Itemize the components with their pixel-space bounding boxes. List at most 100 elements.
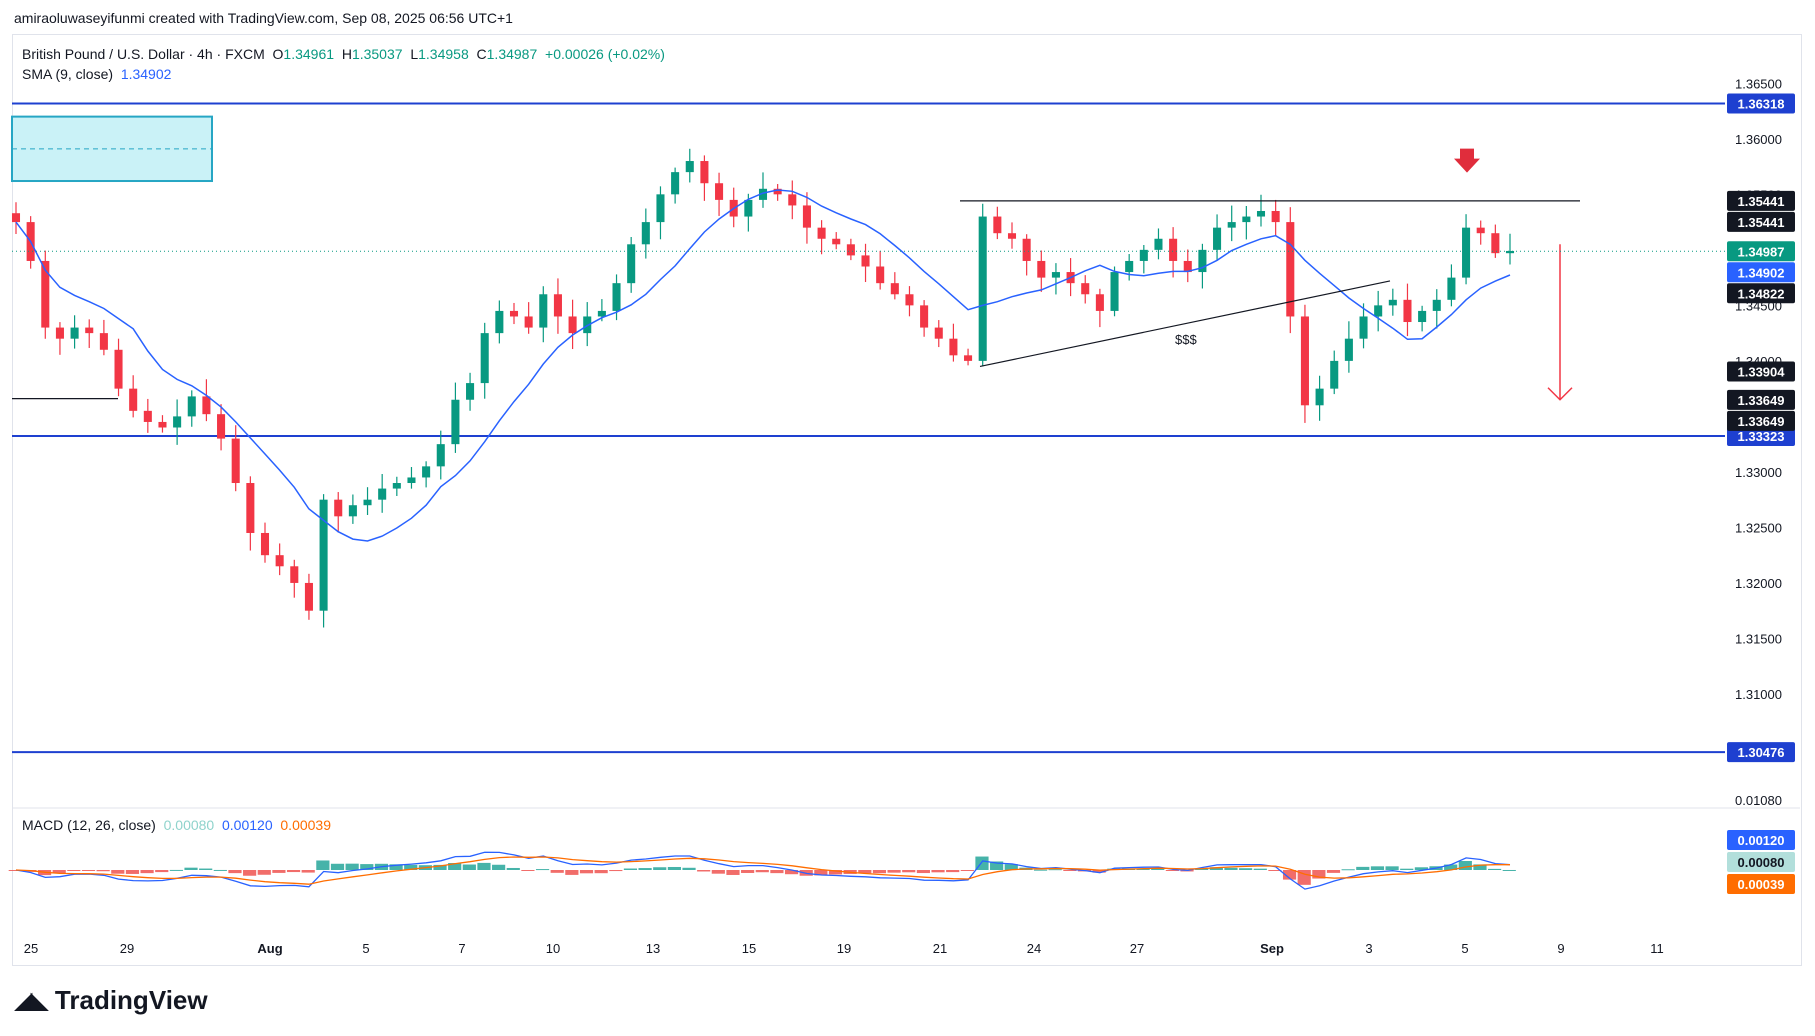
candle-body [832,238,841,245]
macd-histogram-bar [1297,870,1311,885]
price-tag-text: 1.33649 [1738,414,1785,429]
price-chart[interactable]: 1.365001.360001.355001.350001.345001.340… [0,0,1815,1000]
candle-body [217,414,226,439]
macd-histogram-bar [902,870,916,873]
price-tag-bg [1727,241,1795,262]
x-tick-label: 3 [1365,941,1372,956]
axis-price-tag: 1.34987 [1727,241,1795,262]
high-value: 1.35037 [351,46,403,62]
candle-body [466,383,475,400]
macd-histogram-bar [1004,864,1018,870]
x-tick-label: 19 [837,941,851,956]
macd-histogram-bar [990,861,1004,870]
macd-histogram-bar [1444,864,1458,870]
candle-body [436,444,445,467]
macd-histogram-bar [521,870,535,871]
y-tick-label: 1.33000 [1735,465,1782,480]
x-tick-label: Sep [1260,941,1284,956]
candle-body [1315,388,1324,406]
candle-body [1271,210,1280,223]
macd-axis-tag: 0.00120 [1727,830,1795,850]
macd-histogram-bar [1488,868,1502,870]
price-tag-bg [1727,190,1795,211]
candle-body [378,488,387,500]
x-tick-label: 11 [1650,941,1664,956]
low-value: 1.34958 [418,46,469,62]
macd-histogram-bar [784,870,799,875]
candle-body [1403,299,1412,323]
macd-histogram-bar [623,868,638,870]
macd-legend: MACD (12, 26, close) 0.00080 0.00120 0.0… [22,817,331,833]
candle-body [583,316,592,334]
axis-price-tag: 1.35441 [1727,190,1795,211]
macd-histogram-bar [711,870,725,874]
macd-histogram-bar [140,870,154,874]
macd-histogram-bar [1151,868,1165,870]
candle-body [129,388,138,411]
macd-hist-value: 0.00080 [163,817,215,833]
candle-body [1462,227,1471,278]
x-tick-label: Aug [257,941,282,956]
projection-arrow-head-icon [1547,387,1573,401]
close-label: C [476,46,487,62]
candle-body [1154,238,1163,250]
candle-body [422,466,431,478]
candle-body [964,355,973,361]
x-tick-label: 5 [1461,941,1468,956]
macd-histogram-bar [931,870,945,873]
macd-histogram-bar [858,870,872,874]
macd-histogram-bar [1473,864,1487,870]
macd-histogram-bar [1502,869,1516,871]
macd-histogram-bar [81,870,96,871]
macd-histogram-bar [169,869,183,871]
ascending-trendline [979,280,1391,368]
candle-body [802,205,811,228]
price-tag-bg [1727,852,1795,872]
high-label: H [341,46,352,62]
candle-body [143,410,152,422]
candle-body [539,294,548,328]
candle-body [597,310,606,317]
y-tick-label: 1.31500 [1735,631,1782,646]
candle-body [1169,238,1178,261]
candle-body [85,327,94,334]
macd-y-tick-label: 0.01080 [1735,793,1782,808]
macd-histogram-bar [462,864,476,870]
x-tick-label: 7 [458,941,465,956]
candle-body [993,216,1002,234]
macd-histogram-bar [301,870,315,873]
macd-histogram-bar [316,860,330,870]
open-value: 1.34961 [283,46,335,62]
y-tick-label: 1.32000 [1735,576,1782,591]
x-tick-label: 21 [933,941,947,956]
macd-histogram-bar [916,870,930,874]
y-tick-label: 1.36500 [1735,76,1782,91]
macd-histogram-bar [272,870,286,873]
macd-histogram-bar [1239,868,1253,870]
macd-axis-tag: 0.00039 [1727,874,1795,894]
sma-value: 1.34902 [120,66,172,82]
candle-body [1242,216,1251,223]
tradingview-brand[interactable]: ◢◣ TradingView [14,985,208,1016]
candle-body [99,333,108,350]
macd-histogram-bar [1326,870,1341,873]
macd-histogram-bar [1165,870,1179,871]
candle-body [304,582,313,611]
candle-body [319,499,328,611]
candle-body [1051,272,1060,278]
macd-histogram-bar [155,870,169,873]
level-price-tag: 1.36318 [1727,93,1795,114]
macd-histogram-bar [828,870,843,875]
macd-histogram-bar [1048,869,1062,871]
x-tick-label: 15 [742,941,756,956]
macd-histogram-bar [872,870,887,874]
candle-body [1183,260,1192,273]
candle-body [1256,210,1266,217]
chart-legend: British Pound / U.S. Dollar · 4h · FXCM … [22,44,665,84]
macd-histogram-bar [67,870,81,871]
macd-histogram-bar [199,868,213,870]
macd-histogram-bar [286,870,301,873]
macd-histogram-bar [1458,860,1472,870]
macd-histogram-bar [1209,867,1223,870]
macd-histogram-bar [1341,869,1355,871]
